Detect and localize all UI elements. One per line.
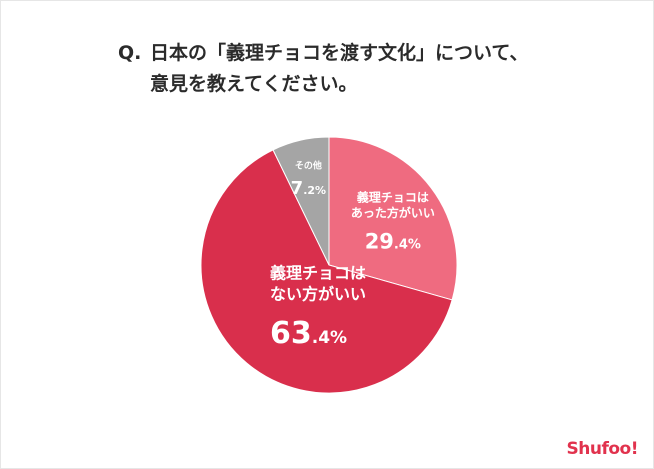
question-line-1-text: 日本の「義理チョコを渡す文化」について、 — [150, 42, 529, 64]
slice-other — [272, 136, 330, 266]
question-mark: Q. — [118, 42, 142, 64]
slice-value: 63.4% — [270, 316, 347, 351]
slice-value: 29.4% — [365, 230, 421, 254]
slice-label-line: ない方がいい — [270, 285, 366, 304]
slice-label-line: 義理チョコは — [357, 190, 429, 205]
question-line-2: 意見を教えてください。 — [150, 73, 358, 95]
slice-label-line: 義理チョコは — [270, 264, 366, 283]
shufoo-logo: Shufoo! — [566, 439, 639, 459]
slice-value: 7.2% — [291, 178, 326, 199]
slice-prefer-giri-choco — [328, 136, 458, 301]
slice-label-line: あった方がいい — [351, 205, 435, 220]
slice-prefer-no-giri-choco — [200, 149, 453, 394]
question-line-1: Q. 日本の「義理チョコを渡す文化」について、 — [118, 38, 528, 69]
slice-label-line: その他 — [295, 160, 322, 172]
question-text: Q. 日本の「義理チョコを渡す文化」について、 意見を教えてください。 — [118, 38, 528, 100]
slice-other-label: その他 7.2% — [291, 160, 326, 199]
